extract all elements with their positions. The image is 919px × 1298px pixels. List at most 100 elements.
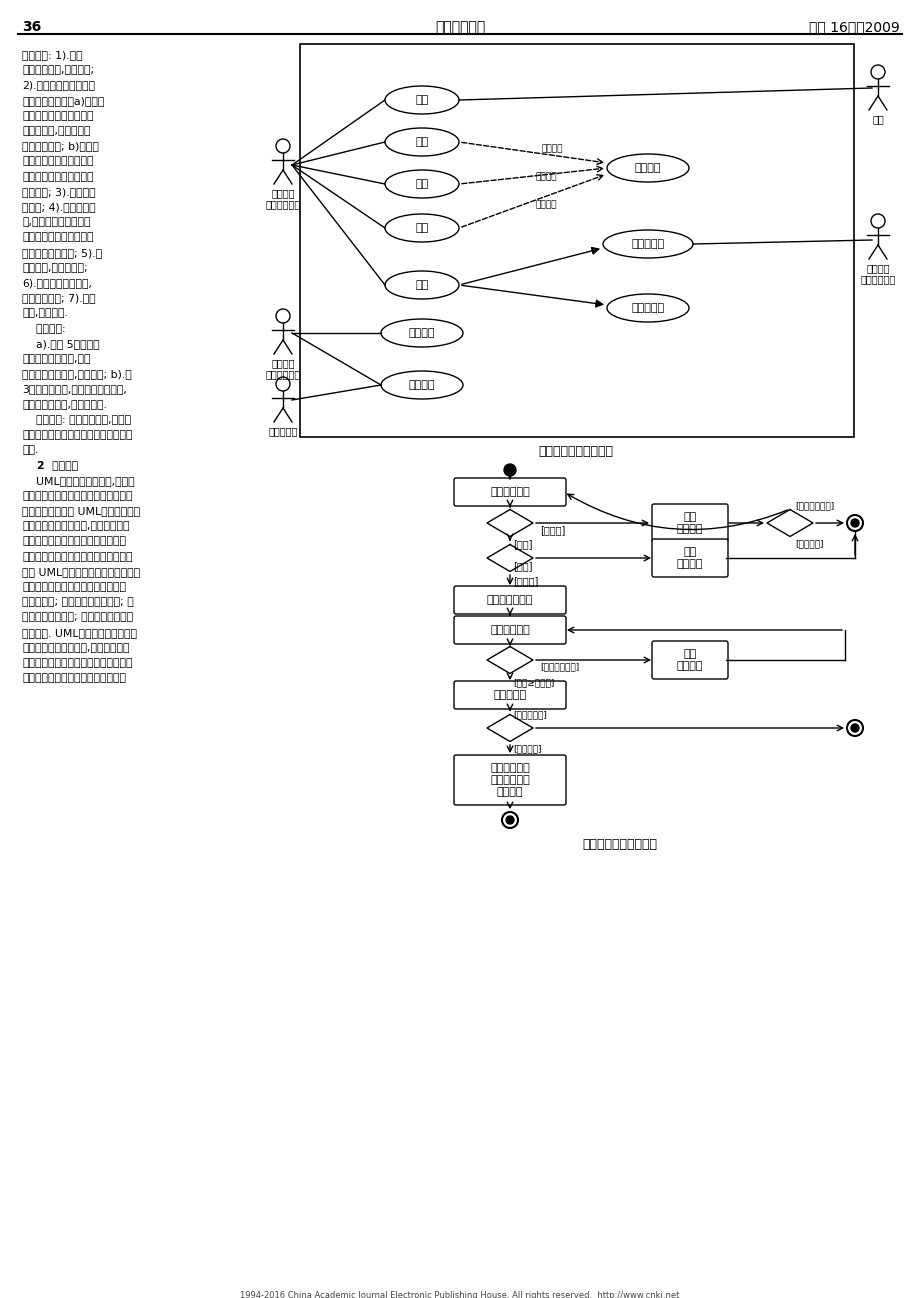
Text: 代码其功能有为软件系统的产生建立: 代码其功能有为软件系统的产生建立 (22, 582, 126, 592)
Text: 用领域，其中最常用的是建立软件系统: 用领域，其中最常用的是建立软件系统 (22, 658, 132, 668)
Text: 的交流，通过使用 UML可以在开始编: 的交流，通过使用 UML可以在开始编 (22, 506, 140, 517)
Text: 1994-2016 China Academic Journal Electronic Publishing House. All rights reserve: 1994-2016 China Academic Journal Electro… (240, 1292, 679, 1298)
FancyBboxPatch shape (453, 478, 565, 506)
Text: 注销: 注销 (414, 223, 428, 234)
Text: a).在第 5步客户签: a).在第 5步客户签 (22, 339, 99, 349)
Text: 输入取款金额: 输入取款金额 (490, 626, 529, 635)
Text: [选择重新输入]: [选择重新输入] (794, 501, 834, 510)
Text: 码之前规划好整个系统,并且开发人员: 码之前规划好整个系统,并且开发人员 (22, 522, 130, 531)
Text: 结束用况; 3).输入并校: 结束用况; 3).输入并校 (22, 187, 96, 197)
Text: 打印取款单: 打印取款单 (493, 691, 526, 700)
Text: 36: 36 (22, 19, 41, 34)
Text: 琼州学院学报: 琼州学院学报 (435, 19, 484, 34)
Ellipse shape (607, 154, 688, 182)
Text: 银行内转账: 银行内转账 (630, 302, 664, 313)
Text: 账户被冻结（如因挂失而: 账户被冻结（如因挂失而 (22, 156, 94, 166)
Text: 不变.: 不变. (22, 445, 39, 456)
Text: 显示
错误信息: 显示 错误信息 (676, 649, 702, 671)
Text: 银行储蓄账户管理系统: 银行储蓄账户管理系统 (538, 445, 613, 458)
Ellipse shape (607, 295, 688, 322)
Text: [客户确认]: [客户确认] (513, 744, 541, 753)
Text: 印取款单,交客户签字;: 印取款单,交客户签字; (22, 262, 87, 273)
Text: 基本路径: 1).当选: 基本路径: 1).当选 (22, 51, 83, 60)
Text: 显示
错误信息: 显示 错误信息 (676, 513, 702, 533)
Circle shape (505, 816, 514, 824)
Text: 建立取款记录
更新账户信息
打印存折: 建立取款记录 更新账户信息 打印存折 (490, 763, 529, 797)
FancyBboxPatch shape (453, 617, 565, 644)
FancyBboxPatch shape (453, 585, 565, 614)
Text: 账户管理: 账户管理 (408, 328, 435, 337)
FancyBboxPatch shape (453, 755, 565, 805)
Text: [不一致]: [不一致] (539, 524, 565, 535)
Circle shape (850, 519, 858, 527)
Text: 校验密码: 校验密码 (634, 164, 661, 173)
Ellipse shape (384, 129, 459, 156)
Text: 息，要求重新输入; 5).打: 息，要求重新输入; 5).打 (22, 248, 102, 257)
Circle shape (504, 463, 516, 476)
Text: 可视化模型; 规约软件系统的产出; 构: 可视化模型; 规约软件系统的产出; 构 (22, 597, 133, 607)
FancyBboxPatch shape (652, 539, 727, 578)
Text: 可以取消本次取款,用况结束; b).第: 可以取消本次取款,用况结束; b).第 (22, 369, 131, 379)
Text: 名、账号等）后：a)如果客: 名、账号等）后：a)如果客 (22, 96, 104, 105)
Text: 择取款功能时,用说开始;: 择取款功能时,用说开始; (22, 65, 94, 75)
Text: 描述取款用况的活动图: 描述取款用况的活动图 (582, 839, 657, 851)
Text: 的模型，同样适用于描述非软件领域: 的模型，同样适用于描述非软件领域 (22, 674, 126, 683)
Text: 字之前的任何时刻,客户: 字之前的任何时刻,客户 (22, 354, 90, 363)
Text: 《包含》: 《包含》 (541, 144, 562, 153)
Text: 其它银行
账户管理系统: 其它银行 账户管理系统 (859, 263, 895, 284)
Text: [未冻结]: [未冻结] (513, 576, 538, 585)
Text: [冻结]: [冻结] (513, 561, 532, 571)
Text: 统开发人员之间、开发人员与用户之间: 统开发人员之间、开发人员与用户之间 (22, 491, 132, 501)
FancyBboxPatch shape (652, 641, 727, 679)
Text: UML作为一种建模语言,用于系: UML作为一种建模语言,用于系 (22, 475, 134, 485)
Ellipse shape (384, 214, 459, 241)
Text: 以被 UML工具转化成指定的程序语言: 以被 UML工具转化成指定的程序语言 (22, 567, 140, 576)
Text: 客户: 客户 (871, 114, 883, 125)
Ellipse shape (384, 86, 459, 114)
Text: [客户不确认]: [客户不确认] (513, 710, 546, 719)
Text: 《包含》: 《包含》 (536, 200, 557, 209)
Text: 户中的余额被更新（减少），否则余额: 户中的余额被更新（减少），否则余额 (22, 430, 132, 440)
Text: 额,如果该账户的余款小: 额,如果该账户的余款小 (22, 217, 90, 227)
Text: 银行职员
（管理人员）: 银行职员 （管理人员） (265, 358, 301, 379)
Text: 取款: 取款 (414, 179, 428, 190)
Text: 显示
冻结信息: 显示 冻结信息 (676, 548, 702, 569)
FancyBboxPatch shape (453, 681, 565, 709)
Text: 入或结束用况; b)如果该: 入或结束用况; b)如果该 (22, 141, 98, 151)
Text: 转账: 转账 (414, 280, 428, 289)
Text: 3步校验密码时,如发现密码不一致,: 3步校验密码时,如发现密码不一致, (22, 384, 127, 395)
Ellipse shape (384, 271, 459, 299)
Ellipse shape (384, 170, 459, 199)
Text: [一致]: [一致] (513, 539, 532, 549)
Text: 输入并校验密码: 输入并校验密码 (486, 594, 533, 605)
Text: 报表生成: 报表生成 (408, 380, 435, 389)
Text: 更新账户信息; 7).打印: 更新账户信息; 7).打印 (22, 293, 96, 304)
Text: 冻结），显示冻结信息并: 冻结），显示冻结信息并 (22, 171, 94, 182)
Text: 则重新输入密码,或用况结束.: 则重新输入密码,或用况结束. (22, 400, 107, 410)
Text: 建立文档. UML的目标是以面向对象: 建立文档. UML的目标是以面向对象 (22, 628, 137, 637)
FancyBboxPatch shape (652, 504, 727, 543)
Text: 户信息与账户不一致，显: 户信息与账户不一致，显 (22, 110, 94, 121)
Text: [余额＜取款额]: [余额＜取款额] (539, 662, 579, 671)
Text: 存款: 存款 (414, 138, 428, 147)
Ellipse shape (380, 319, 462, 347)
Text: 清楚自己所负责的模块在整个系统中: 清楚自己所负责的模块在整个系统中 (22, 536, 126, 546)
Text: 造软件系统的产出; 为软件系统的产出: 造软件系统的产出; 为软件系统的产出 (22, 613, 133, 623)
Text: 2).当输入客户信息（姓: 2).当输入客户信息（姓 (22, 80, 95, 91)
Circle shape (850, 724, 858, 732)
Text: 存折,用况结束.: 存折,用况结束. (22, 309, 68, 318)
Text: 2  应用研究: 2 应用研究 (22, 461, 78, 470)
Text: 验密码; 4).输入取款金: 验密码; 4).输入取款金 (22, 202, 96, 212)
Text: 示错误信息,可以重新输: 示错误信息,可以重新输 (22, 126, 90, 136)
Text: 于取款金额，显示错误信: 于取款金额，显示错误信 (22, 232, 94, 243)
Text: 输入客户信息: 输入客户信息 (490, 487, 529, 497)
Text: [选择结束]: [选择结束] (794, 539, 823, 548)
Text: 系统管理员: 系统管理员 (268, 426, 298, 436)
Text: （第 16卷）2009: （第 16卷）2009 (809, 19, 899, 34)
Text: 《包含》: 《包含》 (536, 173, 557, 180)
Ellipse shape (380, 371, 462, 398)
Text: 可选路径:: 可选路径: (22, 323, 65, 334)
Text: 后置条件: 如果取款成功,客户账: 后置条件: 如果取款成功,客户账 (22, 415, 131, 424)
Text: 6).建立取款事件记录,: 6).建立取款事件记录, (22, 278, 92, 288)
Text: 银行间转账: 银行间转账 (630, 239, 664, 249)
